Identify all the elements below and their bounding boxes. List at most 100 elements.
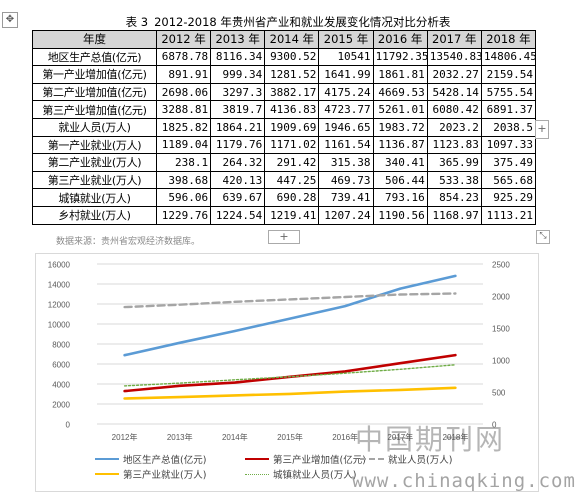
row-label: 地区生产总值(亿元)	[32, 47, 157, 67]
table-number: 表 3	[125, 15, 149, 29]
add-row-button[interactable]: +	[268, 230, 300, 244]
y-left-tick-label: 8000	[52, 341, 70, 350]
legend-label: 地区生产总值(亿元)	[123, 455, 207, 466]
x-tick-label: 2013年	[167, 432, 193, 442]
table-row: 乡村就业(万人) 1229.76 1224.54 1219.41 1207.24 1190…	[32, 205, 537, 225]
table-cell: 1190.56	[372, 205, 428, 225]
row-label: 就业人员(万人)	[32, 117, 157, 137]
table-cell: 1161.54	[318, 135, 374, 155]
table-cell: 739.41	[318, 188, 374, 207]
table-row: 第三产业就业(万人) 398.68 420.13 447.25 469.73 506.44…	[32, 170, 537, 190]
legend-swatch	[95, 473, 119, 475]
series-line-4	[123, 386, 457, 400]
table-cell: 1946.65	[318, 117, 374, 137]
table-cell: 854.23	[426, 188, 482, 207]
insert-row-button[interactable]: +	[535, 120, 549, 139]
table-cell: 1641.99	[318, 65, 374, 84]
legend-label: 第三产业增加值(亿元)	[273, 455, 366, 466]
table-cell: 1861.81	[372, 65, 428, 84]
table-cell: 565.68	[480, 170, 537, 190]
legend-item: 就业人员(万人)	[360, 452, 452, 466]
legend-item: 第三产业增加值(亿元)	[245, 452, 366, 466]
series-line-5	[123, 364, 457, 387]
y-left-tick-label: 12000	[48, 301, 71, 310]
table-cell: 4723.77	[318, 100, 374, 119]
table-row: 第二产业就业(万人) 238.1 264.32 291.42 315.38 340.41 3…	[32, 153, 537, 172]
table-cell: 365.99	[426, 153, 482, 172]
y-left-tick-label: 0	[66, 421, 71, 430]
header-cell: 2015 年	[318, 30, 374, 49]
table-cell: 1229.76	[155, 205, 212, 225]
table-row: 第一产业就业(万人) 1189.04 1179.76 1171.02 1161.54 11…	[32, 135, 537, 155]
legend-swatch	[245, 473, 269, 475]
table-cell: 1207.24	[318, 205, 374, 225]
legend-label: 城镇就业人员(万人)	[273, 470, 357, 481]
legend-label: 就业人员(万人)	[388, 455, 453, 466]
table-cell: 2038.5	[480, 117, 537, 137]
header-cell: 年度	[32, 30, 157, 49]
table-cell: 639.67	[210, 188, 266, 207]
table-header-row: 年度 2012 年 2013 年 2014 年 2015 年 2016 年 20…	[32, 30, 537, 49]
table-row: 地区生产总值(亿元) 6878.78 8116.34 9300.52 10541 1179…	[32, 47, 537, 67]
y-right-tick-label: 1000	[492, 357, 510, 366]
x-tick-label: 2015年	[277, 432, 303, 442]
row-label: 第二产业就业(万人)	[32, 153, 157, 172]
y-right-tick-label: 2000	[492, 293, 510, 302]
table-cell: 375.49	[480, 153, 537, 172]
x-tick-label: 2014年	[222, 432, 248, 442]
y-left-tick-label: 2000	[52, 401, 70, 410]
table-row: 第一产业增加值(亿元) 891.91 999.34 1281.52 1641.99 186…	[32, 65, 537, 84]
table-cell: 999.34	[210, 65, 266, 84]
series-line-2	[123, 353, 457, 393]
table-title: 2012-2018 年贵州省产业和就业发展变化情况对比分析表	[154, 15, 451, 29]
table-cell: 6891.37	[480, 100, 537, 119]
legend-item: 地区生产总值(亿元)	[95, 452, 206, 466]
chart-frame	[35, 253, 539, 492]
y-left-tick-label: 16000	[48, 261, 71, 270]
table-cell: 1224.54	[210, 205, 266, 225]
table-cell: 1189.04	[155, 135, 212, 155]
y-left-tick-label: 14000	[48, 281, 71, 290]
table-cell: 315.38	[318, 153, 374, 172]
table-cell: 1168.97	[426, 205, 482, 225]
table-cell: 1983.72	[372, 117, 428, 137]
table-cell: 2023.2	[426, 117, 482, 137]
table-cell: 238.1	[155, 153, 212, 172]
series-line-1	[123, 274, 457, 357]
table-resize-handle[interactable]: ⤡	[536, 230, 550, 244]
watermark-url: www.chinaqking.com	[352, 470, 576, 492]
table-row: 城镇就业(万人) 596.06 639.67 690.28 739.41 793.16 85…	[32, 188, 537, 207]
table-row: 第三产业增加值(亿元) 3288.81 3819.7 4136.83 4723.77 52…	[32, 100, 537, 119]
watermark-text: 中国期刊网	[355, 423, 506, 456]
y-left-tick-label: 10000	[48, 321, 71, 330]
y-right-tick-label: 1500	[492, 325, 510, 334]
table-cell: 1113.21	[480, 205, 537, 225]
table-cell: 398.68	[155, 170, 212, 190]
table-cell: 1825.82	[155, 117, 212, 137]
y-right-tick-label: 2500	[492, 261, 510, 270]
table-cell: 5261.01	[372, 100, 428, 119]
table-cell: 533.38	[426, 170, 482, 190]
y-left-tick-label: 4000	[52, 381, 70, 390]
table-cell: 6878.78	[155, 47, 212, 67]
x-tick-label: 2018年	[443, 432, 469, 442]
x-tick-label: 2016年	[332, 432, 358, 442]
legend-item: 第三产业就业(万人)	[95, 467, 206, 481]
y-right-tick-label: 0	[492, 421, 497, 430]
header-cell: 2012 年	[155, 30, 212, 49]
source-note: 数据来源：贵州省宏观经济数据库。	[56, 237, 201, 247]
table-move-handle[interactable]: ✥	[2, 12, 18, 28]
x-tick-label: 2017年	[387, 432, 413, 442]
row-label: 乡村就业(万人)	[32, 205, 157, 225]
y-right-tick-label: 500	[492, 389, 506, 398]
table-caption: 表 3 2012-2018 年贵州省产业和就业发展变化情况对比分析表	[0, 14, 582, 30]
legend-swatch	[245, 458, 269, 460]
table-cell: 420.13	[210, 170, 266, 190]
table-row: 就业人员(万人) 1825.82 1864.21 1909.69 1946.65 1983…	[32, 117, 537, 137]
legend-swatch	[360, 458, 384, 460]
legend-swatch	[95, 458, 119, 460]
header-cell: 2018 年	[480, 30, 537, 49]
table-cell: 793.16	[372, 188, 428, 207]
x-tick-label: 2012年	[112, 432, 138, 442]
